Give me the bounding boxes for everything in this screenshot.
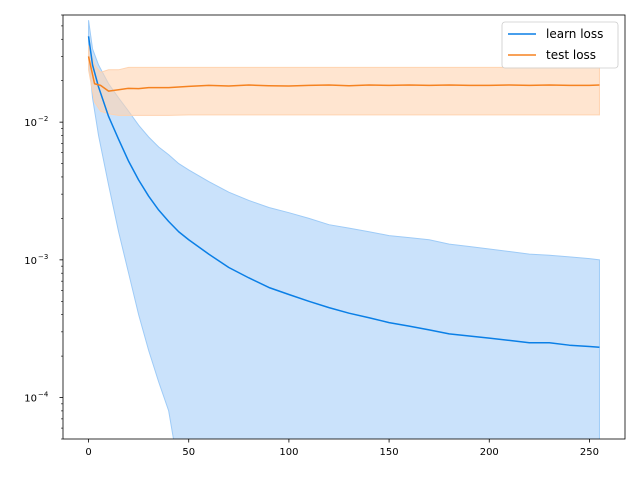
x-tick-label: 150 [380, 447, 399, 458]
y-tick-exponent: −3 [38, 253, 48, 261]
y-tick-label: 10 [24, 118, 37, 129]
x-tick-label: 50 [182, 447, 195, 458]
x-tick-label: 100 [279, 447, 298, 458]
series-lines [87, 36, 600, 348]
y-tick-exponent: −4 [38, 391, 49, 399]
confidence-bands [88, 20, 600, 439]
test-loss-band [88, 45, 600, 116]
axes-frame [62, 14, 626, 440]
x-tick-label: 250 [580, 447, 599, 458]
learn-loss-line [87, 36, 600, 348]
x-tick-label: 200 [480, 447, 499, 458]
y-tick-label: 10 [24, 394, 37, 405]
y-tick-exponent: −2 [38, 115, 48, 123]
legend: learn loss test loss [501, 21, 619, 69]
plot-area [62, 14, 626, 440]
x-axis: 0 50 100 150 200 250 [85, 439, 599, 458]
x-tick-label: 0 [85, 447, 91, 458]
legend-label-learn-loss: learn loss [546, 27, 603, 41]
learn-loss-band [88, 20, 600, 439]
legend-label-test-loss: test loss [546, 48, 596, 62]
test-loss-line [87, 56, 600, 92]
y-tick-label: 10 [24, 256, 37, 267]
y-axis: 10−410−310−2 [24, 14, 63, 440]
